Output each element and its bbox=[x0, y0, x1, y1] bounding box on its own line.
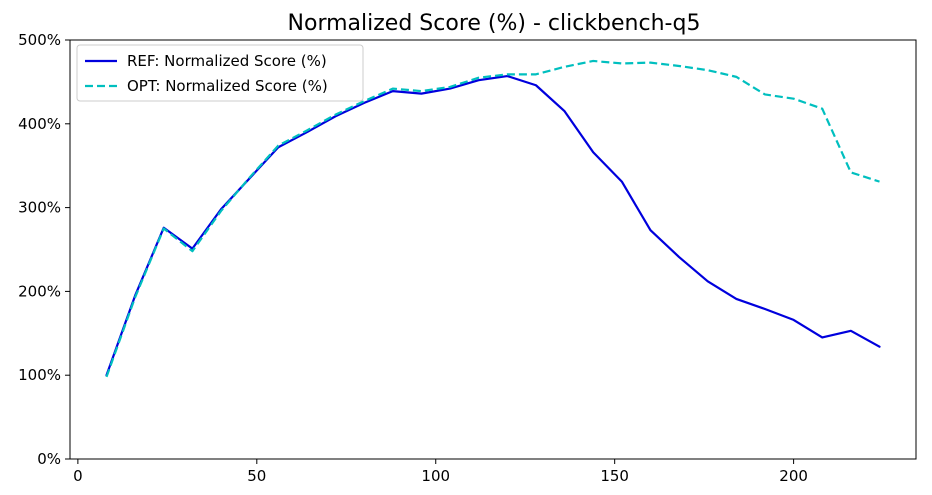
axes-frame bbox=[69, 39, 917, 460]
y-tick-label: 0% bbox=[37, 450, 61, 468]
x-tick-label: 0 bbox=[73, 467, 83, 485]
legend-label-opt: OPT: Normalized Score (%) bbox=[127, 77, 328, 95]
x-tick-label: 200 bbox=[779, 467, 808, 485]
chart-title: Normalized Score (%) - clickbench-q5 bbox=[288, 11, 701, 36]
y-tick-label: 300% bbox=[18, 199, 61, 217]
x-tick-label: 100 bbox=[421, 467, 450, 485]
y-tick-label: 400% bbox=[18, 115, 61, 133]
legend-label-ref: REF: Normalized Score (%) bbox=[127, 52, 327, 70]
series-line-opt bbox=[105, 59, 880, 378]
axes: 0 50 100 150 200 0% 100% 200% 300% 400% 500% bbox=[18, 31, 917, 485]
legend-box bbox=[76, 44, 364, 102]
plot-area bbox=[105, 59, 881, 378]
x-tick-label: 50 bbox=[247, 467, 266, 485]
x-tick-label: 150 bbox=[600, 467, 629, 485]
y-tick-label: 200% bbox=[18, 282, 61, 300]
y-tick-label: 100% bbox=[18, 366, 61, 384]
legend: REF: Normalized Score (%) OPT: Normalized… bbox=[76, 44, 364, 102]
y-tick-label: 500% bbox=[18, 31, 61, 49]
